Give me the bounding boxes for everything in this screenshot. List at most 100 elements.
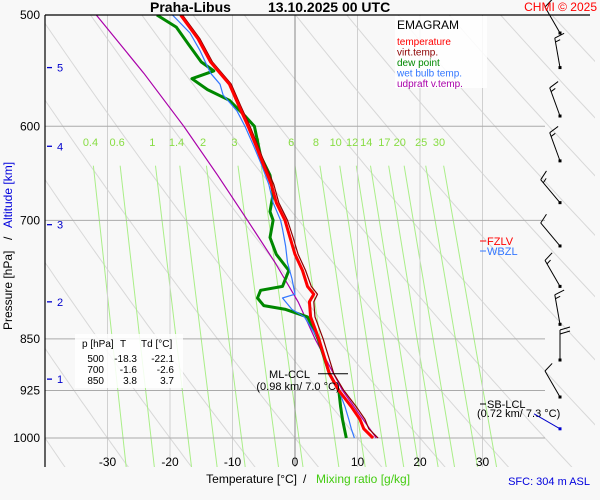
table-header: p [hPa] [82,339,114,350]
x-tick-label: 20 [413,455,427,469]
series-virt-temp- [182,15,379,439]
barb-flag [559,330,571,335]
series-group [95,15,379,440]
barb-station-dot [558,66,562,70]
barb-station-dot [558,322,562,326]
legend-item: temperature [397,37,451,48]
mixing-ratio-line [319,165,366,467]
y-axis-label-group: Pressure [hPa] / Altitude [km] [1,162,15,330]
mixing-ratio-label: 20 [394,137,406,149]
mixing-ratio-label: 2 [200,137,206,149]
fzlv-label: FZLV [487,236,514,248]
mixing-ratio-label: 14 [360,137,372,149]
sb-lcl-label: SB-LCL [487,399,526,411]
y-tick-label: 700 [20,213,40,227]
legend-item: virt.temp. [397,48,438,59]
wind-barb [540,170,562,205]
altitude-tick-label: 5 [57,63,63,75]
mixing-ratio-line [92,165,127,467]
wind-barb [549,81,562,118]
mixing-ratio-label: 1.4 [169,137,184,149]
legend-item: wet bulb temp. [396,69,462,80]
barb-station-dot [558,427,562,431]
series-udpraft-v-temp- [95,15,377,439]
table-cell: 850 [87,376,104,387]
barb-half-flag [546,259,551,265]
dry-adiabat [45,22,383,467]
y-tick-label: 850 [20,332,40,346]
y-tick-label: 500 [20,8,40,22]
copyright: CHMI © 2025 [524,0,597,14]
y-axis-label: Pressure [hPa] [1,251,15,330]
table-cell: -1.6 [120,365,138,376]
dry-adiabat [192,15,573,467]
x-axis-label: Temperature [°C] [206,472,297,486]
table-cell: -22.1 [151,354,174,365]
altitude-tick-label: 3 [57,220,63,232]
mixing-ratio-label: 8 [313,137,319,149]
dry-adiabat [243,15,595,426]
mixing-ratio-label: 3 [231,137,237,149]
barb-half-flag [550,132,556,137]
wind-barb [544,363,562,399]
barb-flag [544,363,553,372]
table-cell: 500 [87,354,104,365]
barb-flag [544,0,553,8]
barb-shaft [549,87,561,117]
mixing-ratio-label: 12 [346,137,358,149]
mixing-ratio-line [339,165,387,467]
wind-barb [549,126,562,163]
barb-station-dot [558,395,562,399]
mixing-ratio-label: 0.4 [83,137,98,149]
wind-barb [533,413,562,431]
plot-grid [45,15,595,467]
legend-item: dew point [397,58,440,69]
dry-adiabat [45,261,193,467]
wind-barb [540,213,562,248]
mixing-ratio-line [403,165,456,467]
surface-elevation: SFC: 304 m ASL [508,476,590,488]
station-title: Praha-Libus [150,0,231,15]
wind-barb [554,32,565,70]
mixing-ratio-line [425,165,478,467]
altitude-tick-label: 4 [57,141,63,153]
barb-shaft [544,370,561,398]
dry-adiabat [45,178,256,467]
datetime-title: 13.10.2025 00 UTC [268,0,390,15]
table-cell: -18.3 [114,354,137,365]
barb-flag [559,326,571,331]
barb-shaft [544,260,561,287]
barb-half-flag [550,88,556,92]
barb-station-dot [558,284,562,288]
altitude-tick-label: 2 [57,297,63,309]
x-tick-label: -20 [161,455,179,469]
x-tick-label: -30 [99,455,117,469]
mixing-ratio-line [443,165,498,467]
mixing-ratio-label: 6 [288,137,294,149]
barb-station-dot [558,159,562,163]
barb-flag [554,289,565,296]
mixing-ratio-label: 25 [415,137,427,149]
barb-shaft [549,132,561,162]
mixing-ratio-label: 17 [378,137,390,149]
series-temperature [179,15,375,440]
mixing-ratio-label: 0.6 [109,137,124,149]
barb-flag [554,32,565,39]
barb-half-flag [555,295,561,300]
sb-lcl-detail: (0.72 km/ 7.3 °C) [477,408,560,420]
x-tick-label: 0 [292,455,299,469]
barb-shaft [533,413,561,430]
table-header: T [120,339,126,350]
mixing-ratio-line [260,165,304,467]
barb-shaft [540,179,561,203]
barb-shaft [554,37,561,68]
mixing-ratio-line [154,165,193,467]
dry-adiabat [89,15,446,467]
y-tick-label: 600 [20,119,40,133]
barb-half-flag [542,178,547,184]
mixing-ratio-line [205,165,246,467]
x-axis-label-2: Mixing ratio [g/kg] [316,472,410,486]
barb-station-dot [558,114,562,118]
